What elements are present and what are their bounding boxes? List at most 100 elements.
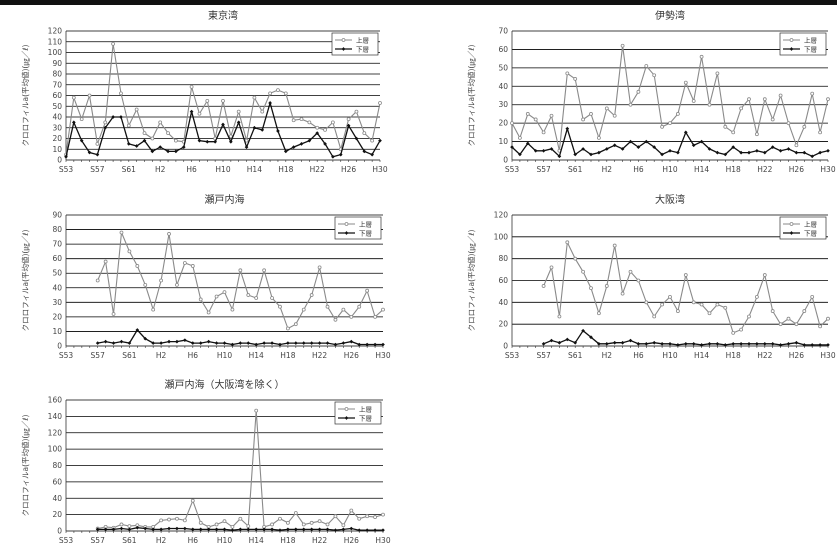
x-tick-label: H18 [726, 351, 741, 360]
data-point-upper [238, 268, 243, 273]
data-point-upper [71, 95, 76, 100]
data-point-lower [331, 154, 335, 159]
data-point-upper [190, 498, 195, 503]
y-tick-label: 20 [52, 134, 62, 143]
data-point-upper [597, 135, 601, 140]
data-point-upper [644, 300, 649, 305]
data-point-lower [338, 152, 343, 157]
data-point-lower [268, 101, 272, 105]
data-point-lower [333, 528, 338, 533]
y-tick-label: 40 [52, 113, 62, 122]
legend-marker [789, 222, 794, 226]
data-point-lower [549, 338, 554, 343]
data-point-upper [373, 314, 377, 319]
y-axis-label: クロロフィルa(平均値)(㎍／ℓ) [20, 415, 31, 517]
data-point-upper [330, 120, 335, 125]
data-point-upper [214, 294, 219, 299]
data-point-upper [747, 314, 751, 319]
x-tick-label: H10 [215, 165, 230, 174]
x-tick-label: H14 [249, 536, 264, 545]
data-point-upper [222, 519, 227, 524]
data-point-lower [370, 152, 374, 157]
data-point-upper [238, 516, 243, 521]
x-tick-label: H14 [694, 165, 709, 174]
data-point-upper [317, 519, 322, 524]
y-tick-label: 30 [498, 100, 508, 109]
x-tick-label: H22 [757, 351, 772, 360]
x-tick-label: S53 [505, 351, 520, 360]
data-point-upper [597, 311, 601, 316]
data-point-lower [699, 343, 704, 347]
x-tick-label: H10 [217, 351, 232, 360]
data-point-lower [341, 341, 346, 345]
x-tick-label: H2 [156, 351, 167, 360]
data-point-upper [668, 121, 672, 126]
data-point-lower [230, 342, 235, 347]
data-point-lower [317, 527, 322, 532]
data-point-upper [252, 95, 257, 100]
data-point-upper [557, 314, 562, 319]
data-point-lower [381, 342, 385, 347]
data-point-upper [589, 286, 593, 291]
x-tick-label: S61 [122, 351, 137, 360]
legend-marker [344, 416, 349, 420]
data-point-lower [652, 340, 657, 345]
y-tick-label: 20 [498, 119, 508, 128]
data-point-upper [565, 71, 570, 76]
data-point-lower [636, 145, 641, 149]
data-point-upper [755, 132, 759, 137]
data-point-lower [276, 129, 280, 133]
data-point-upper [810, 91, 815, 96]
data-point-upper [291, 118, 296, 123]
data-point-lower [323, 142, 327, 146]
data-point-lower [95, 341, 100, 345]
data-point-lower [762, 341, 767, 346]
y-tick-label: 20 [498, 320, 508, 329]
data-point-upper [349, 314, 354, 319]
x-tick-label: H2 [155, 165, 166, 174]
data-point-lower [739, 341, 743, 346]
y-tick-label: 160 [48, 396, 63, 405]
data-point-upper [612, 243, 617, 248]
y-axis-label: クロロフィルa(平均値)(㎍／ℓ) [20, 230, 31, 332]
y-tick-label: 0 [503, 156, 508, 165]
data-point-upper [214, 522, 219, 527]
data-point-upper [189, 85, 194, 89]
data-point-upper [150, 136, 155, 141]
data-point-upper [565, 240, 570, 245]
data-point-lower [190, 341, 195, 345]
data-point-lower [636, 341, 641, 346]
data-point-lower [683, 341, 688, 346]
data-point-upper [301, 522, 306, 527]
data-point-lower [252, 125, 257, 130]
data-point-upper [285, 326, 290, 331]
x-tick-label: H30 [820, 165, 835, 174]
data-point-upper [325, 304, 330, 309]
x-tick-label: H6 [186, 165, 197, 174]
data-point-upper [323, 127, 327, 132]
data-point-lower [333, 342, 338, 347]
legend-label: 下層 [359, 414, 372, 422]
data-point-lower [126, 142, 131, 146]
data-point-upper [699, 302, 704, 307]
data-point-lower [325, 341, 330, 345]
data-point-lower [262, 341, 266, 345]
x-tick-label: S57 [91, 351, 106, 360]
data-point-upper [151, 307, 156, 312]
x-tick-label: H30 [375, 351, 390, 360]
data-point-lower [143, 336, 148, 341]
data-point-lower [317, 341, 322, 345]
data-point-upper [581, 117, 585, 122]
data-point-upper [293, 511, 298, 515]
data-point-lower [158, 145, 163, 149]
data-point-upper [581, 269, 585, 274]
data-point-lower [510, 145, 514, 149]
chart-title: 伊勢湾 [655, 9, 685, 22]
legend-label: 下層 [359, 229, 372, 237]
data-point-lower [229, 139, 233, 144]
data-point-upper [103, 259, 108, 264]
y-tick-label: 80 [498, 254, 508, 263]
y-tick-label: 50 [52, 269, 62, 278]
